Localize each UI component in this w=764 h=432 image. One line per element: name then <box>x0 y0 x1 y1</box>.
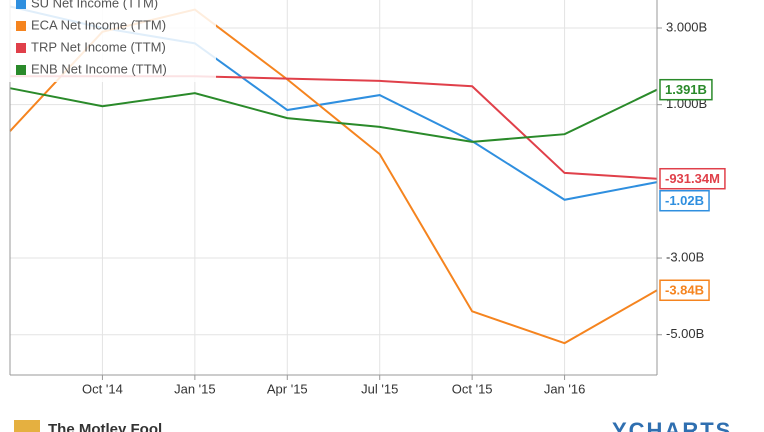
y-tick-label: 3.000B <box>666 19 707 34</box>
x-tick-label: Jan '15 <box>174 381 216 396</box>
value-label: 1.391B <box>665 82 707 97</box>
series-line <box>9 87 658 143</box>
x-tick-label: Jul '15 <box>361 381 398 396</box>
x-tick-label: Oct '15 <box>452 381 493 396</box>
end-labels: 1.391B -931.34M -1.02B -3.84B <box>659 78 726 302</box>
value-label-box <box>659 189 710 212</box>
value-label-box <box>659 167 726 190</box>
x-tick-label: Jan '16 <box>544 381 586 396</box>
value-label-box <box>659 279 710 302</box>
legend-box <box>0 0 216 82</box>
legend-label: SU Net Income (TTM) <box>31 0 158 10</box>
legend-label: ECA Net Income (TTM) <box>31 17 166 32</box>
value-label: -3.84B <box>665 283 704 298</box>
legend-label: ENB Net Income (TTM) <box>31 61 167 76</box>
legend: SU Net Income (TTM) ECA Net Income (TTM) T… <box>0 0 216 82</box>
footer-right: YCHARTS <box>612 418 732 432</box>
footer-logo <box>14 420 40 432</box>
legend-swatch <box>16 65 26 75</box>
value-label: -1.02B <box>665 193 704 208</box>
x-tick-label: Oct '14 <box>82 381 123 396</box>
y-tick-label: -5.00B <box>666 326 704 341</box>
value-label-box <box>659 78 713 101</box>
legend-swatch <box>16 0 26 9</box>
x-tick-label: Apr '15 <box>267 381 308 396</box>
grid <box>9 0 658 375</box>
value-label: -931.34M <box>665 171 720 186</box>
footer-left: The Motley Fool <box>48 421 162 432</box>
legend-label: TRP Net Income (TTM) <box>31 39 166 54</box>
y-tick-label: -3.00B <box>666 249 704 264</box>
legend-swatch <box>16 43 26 53</box>
legend-swatch <box>16 21 26 31</box>
